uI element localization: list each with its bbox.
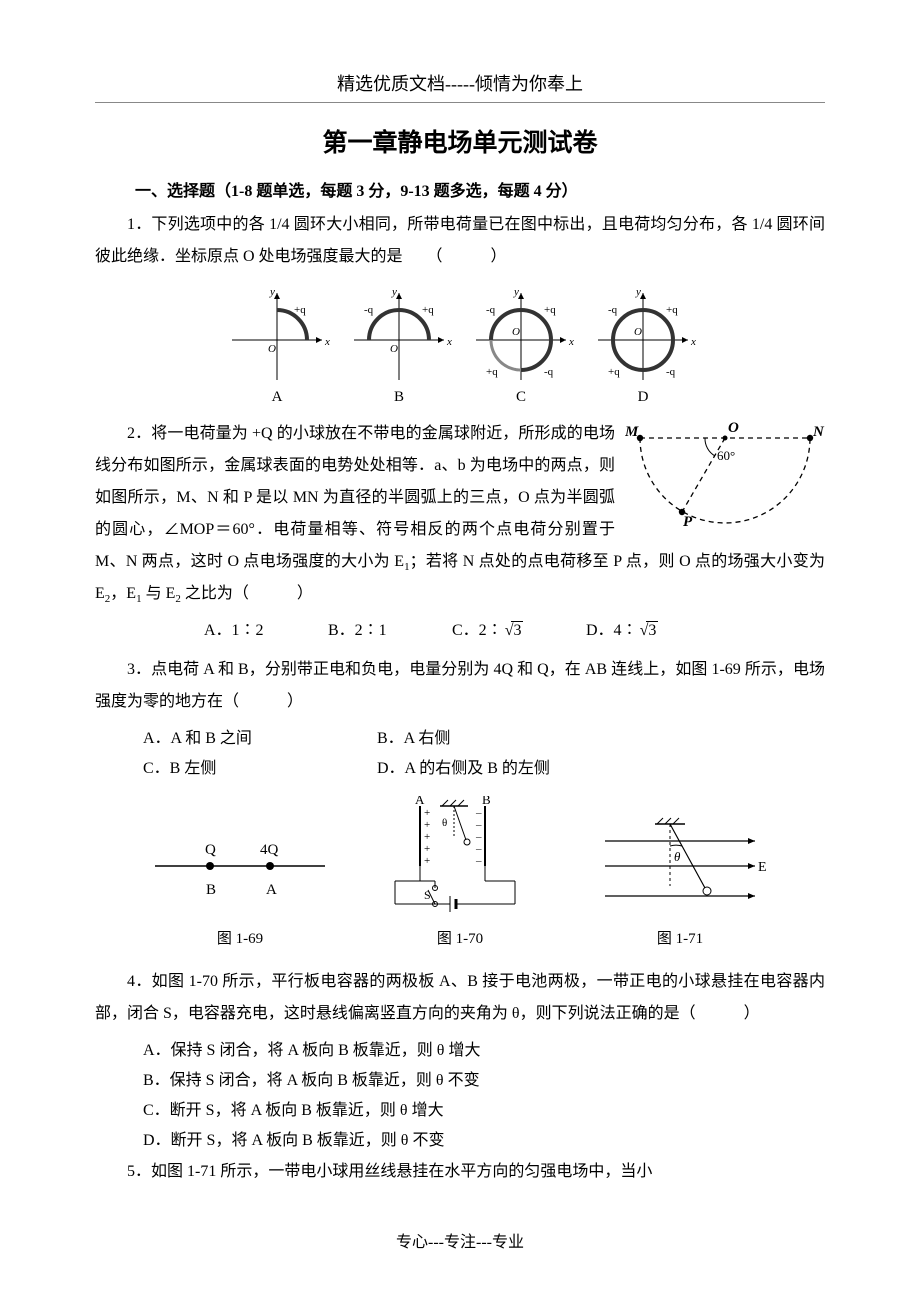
- q2-diagram: M N O P 60°: [625, 418, 825, 533]
- svg-text:y: y: [513, 286, 519, 298]
- svg-text:θ: θ: [442, 817, 447, 829]
- svg-text:–: –: [475, 831, 482, 843]
- svg-text:O: O: [390, 343, 398, 355]
- svg-text:B: B: [482, 796, 491, 807]
- q2-opt-b: B．2∶1: [328, 616, 448, 640]
- page: 精选优质文档-----倾情为你奉上 第一章静电场单元测试卷 一、选择题（1-8 …: [0, 0, 920, 1292]
- svg-text:60°: 60°: [717, 448, 735, 463]
- q1-diagram-c: x y O -q +q +q -q: [466, 285, 576, 385]
- q5-text: 5．如图 1-71 所示，一带电小球用丝线悬挂在水平方向的匀强电场中，当小: [95, 1156, 825, 1188]
- svg-text:O: O: [634, 326, 642, 338]
- svg-text:+: +: [424, 819, 430, 831]
- figure-row-3: Q 4Q B A 图 1-69 A B + + + + + – –: [95, 796, 825, 948]
- svg-text:P: P: [683, 514, 693, 528]
- svg-text:S: S: [424, 888, 431, 902]
- svg-text:B: B: [206, 882, 216, 898]
- section-1-heading: 一、选择题（1-8 题单选，每题 3 分，9-13 题多选，每题 4 分）: [135, 177, 825, 201]
- svg-text:+q: +q: [422, 304, 434, 316]
- svg-text:-q: -q: [608, 304, 618, 316]
- q1-text: 1．下列选项中的各 1/4 圆环大小相同，所带电荷量已在图中标出，且电荷均匀分布…: [95, 209, 825, 273]
- svg-text:y: y: [635, 286, 641, 298]
- q4-opt-a: A．保持 S 闭合，将 A 板向 B 板靠近，则 θ 增大: [143, 1036, 825, 1060]
- svg-text:M: M: [625, 424, 639, 440]
- q2-opt-c: C．2∶3: [452, 616, 582, 640]
- q3-options-row1: A．A 和 B 之间 B．A 右侧: [143, 724, 825, 748]
- svg-text:+q: +q: [666, 304, 678, 316]
- q3-options-row2: C．B 左侧 D．A 的右侧及 B 的左侧: [143, 754, 825, 778]
- q4-opt-d: D．断开 S，将 A 板向 B 板靠近，则 θ 不变: [143, 1126, 825, 1150]
- svg-text:y: y: [269, 286, 275, 298]
- q1-label-c: C: [466, 389, 576, 406]
- q1-diagram-b: x y O -q +q: [344, 285, 454, 385]
- page-footer: 专心---专注---专业: [95, 1228, 825, 1252]
- svg-text:+: +: [424, 855, 430, 867]
- q1-label-b: B: [344, 389, 454, 406]
- svg-text:–: –: [475, 855, 482, 867]
- svg-text:N: N: [812, 424, 825, 440]
- q2-opt-a: A．1∶2: [204, 616, 324, 640]
- q3-text: 3．点电荷 A 和 B，分别带正电和负电，电量分别为 4Q 和 Q，在 AB 连…: [95, 654, 825, 718]
- svg-text:+q: +q: [544, 304, 556, 316]
- svg-text:y: y: [391, 286, 397, 298]
- q1-label-d: D: [588, 389, 698, 406]
- svg-text:O: O: [728, 420, 739, 436]
- svg-text:–: –: [475, 843, 482, 855]
- svg-text:+q: +q: [608, 366, 620, 378]
- svg-text:A: A: [415, 796, 425, 807]
- header-rule: [95, 102, 825, 103]
- svg-text:x: x: [568, 336, 574, 348]
- q3-opt-b: B．A 右侧: [377, 724, 450, 748]
- svg-text:E: E: [758, 860, 767, 875]
- svg-text:-q: -q: [544, 366, 554, 378]
- svg-text:-q: -q: [364, 304, 374, 316]
- svg-text:+: +: [424, 831, 430, 843]
- q4-opt-c: C．断开 S，将 A 板向 B 板靠近，则 θ 增大: [143, 1096, 825, 1120]
- q1-label-a: A: [222, 389, 332, 406]
- fig-1-71-caption: 图 1-71: [590, 927, 770, 948]
- q4-opt-b: B．保持 S 闭合，将 A 板向 B 板靠近，则 θ 不变: [143, 1066, 825, 1090]
- fig-1-70: A B + + + + + – – – – –: [380, 796, 540, 948]
- page-title: 第一章静电场单元测试卷: [95, 123, 825, 159]
- page-header: 精选优质文档-----倾情为你奉上: [95, 70, 825, 96]
- fig-1-69: Q 4Q B A 图 1-69: [150, 826, 330, 948]
- svg-text:x: x: [446, 336, 452, 348]
- q2-opt-d: D．4∶3: [586, 616, 716, 640]
- fig-1-70-caption: 图 1-70: [380, 927, 540, 948]
- q1-diagram-a: x y O +q: [222, 285, 332, 385]
- svg-text:-q: -q: [666, 366, 676, 378]
- svg-text:–: –: [475, 807, 482, 819]
- q2-options: A．1∶2 B．2∶1 C．2∶3 D．4∶3: [95, 616, 825, 640]
- q3-opt-d: D．A 的右侧及 B 的左侧: [377, 754, 550, 778]
- svg-text:x: x: [690, 336, 696, 348]
- svg-text:4Q: 4Q: [260, 842, 279, 858]
- svg-text:Q: Q: [205, 842, 216, 858]
- svg-text:A: A: [266, 882, 277, 898]
- q1-diagram-d: x y O -q +q +q -q: [588, 285, 698, 385]
- svg-text:x: x: [324, 336, 330, 348]
- svg-text:–: –: [475, 819, 482, 831]
- q4-text: 4．如图 1-70 所示，平行板电容器的两极板 A、B 接于电池两极，一带正电的…: [95, 966, 825, 1030]
- fig-1-71: E θ 图 1-71: [590, 816, 770, 948]
- svg-text:+: +: [424, 843, 430, 855]
- q3-opt-c: C．B 左侧: [143, 754, 373, 778]
- svg-text:+: +: [424, 807, 430, 819]
- q1a-label-pq: +q: [294, 304, 306, 316]
- fig-1-69-caption: 图 1-69: [150, 927, 330, 948]
- svg-text:θ: θ: [674, 849, 681, 864]
- q1-option-labels: A B C D: [95, 389, 825, 406]
- svg-text:O: O: [268, 343, 276, 355]
- q3-opt-a: A．A 和 B 之间: [143, 724, 373, 748]
- svg-text:-q: -q: [486, 304, 496, 316]
- q1-figure-row: x y O +q x y O -q +q x y O: [95, 285, 825, 385]
- svg-text:O: O: [512, 326, 520, 338]
- svg-text:+q: +q: [486, 366, 498, 378]
